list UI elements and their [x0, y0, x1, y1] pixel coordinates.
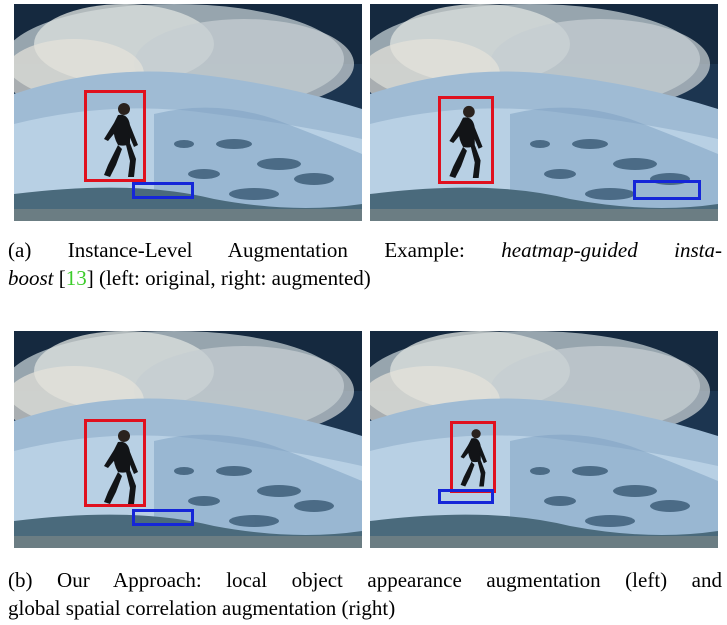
caption-a-line2: boost [13] (left: original, right: augme…: [8, 266, 371, 290]
caption-a-line1: (a) Instance-Level Augmentation Example:…: [8, 238, 723, 262]
person-bounding-box: [84, 90, 146, 182]
image-b-global-spatial: [370, 331, 718, 548]
person-bounding-box: [84, 419, 146, 507]
surfboard-bounding-box: [132, 182, 194, 199]
citation-link[interactable]: 13: [65, 266, 87, 290]
image-a-augmented: [370, 4, 718, 221]
person-bounding-box: [438, 96, 494, 184]
caption-b-line1: (b) Our Approach: local object appearanc…: [8, 568, 723, 592]
caption-a: (a) Instance-Level Augmentation Example:…: [8, 236, 722, 292]
image-a-original: [14, 4, 362, 221]
caption-b-line2: global spatial correlation augmentation …: [8, 596, 396, 620]
caption-b-tag: (b): [8, 568, 33, 592]
surfboard-bounding-box: [633, 180, 701, 200]
caption-b: (b) Our Approach: local object appearanc…: [8, 566, 722, 622]
surfboard-bounding-box: [132, 509, 194, 526]
method-name: heatmap-guided insta-: [501, 238, 723, 262]
person-bounding-box: [450, 421, 496, 493]
caption-a-tag: (a): [8, 238, 32, 262]
image-b-local-appearance: [14, 331, 362, 548]
surfboard-bounding-box: [438, 489, 494, 504]
